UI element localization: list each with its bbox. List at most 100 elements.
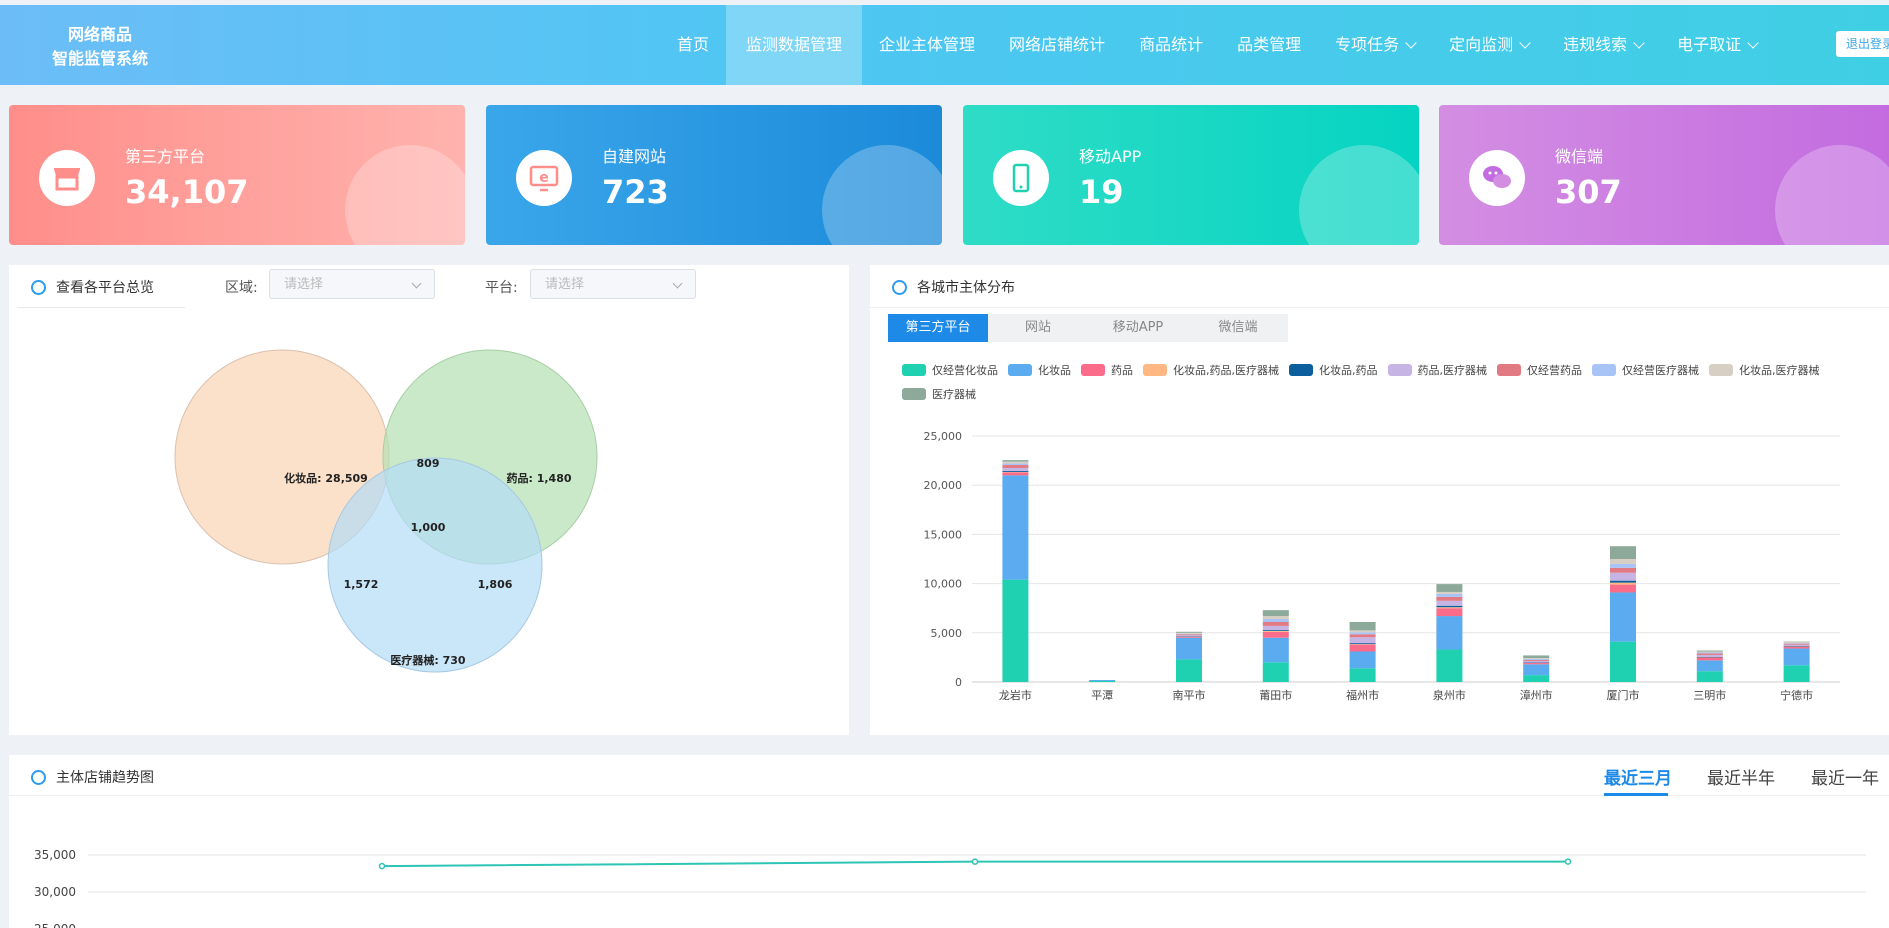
bar-segment[interactable] — [1783, 646, 1810, 647]
bar-segment[interactable] — [1002, 472, 1029, 476]
bar-segment[interactable] — [1783, 641, 1810, 643]
legend-item[interactable]: 化妆品,药品,医疗器械 — [1143, 362, 1279, 380]
bar-segment[interactable] — [1610, 580, 1636, 583]
bar-segment[interactable] — [1436, 593, 1463, 597]
bar-segment[interactable] — [1696, 654, 1723, 657]
bar-segment[interactable] — [1002, 471, 1029, 473]
bar-segment[interactable] — [1523, 658, 1550, 660]
bar-segment[interactable] — [1523, 675, 1550, 682]
bar-segment[interactable] — [1262, 616, 1289, 620]
nav-item-8[interactable]: 违规线索 — [1546, 5, 1660, 85]
bar-segment[interactable] — [1696, 650, 1723, 652]
bar-segment[interactable] — [1523, 660, 1550, 663]
bar-segment[interactable] — [1349, 630, 1376, 633]
bar-segment[interactable] — [1349, 644, 1376, 645]
legend-item[interactable]: 药品 — [1081, 362, 1133, 380]
bar-segment[interactable] — [1262, 662, 1289, 682]
bar-segment[interactable] — [1262, 631, 1289, 638]
bar-segment[interactable] — [1176, 632, 1202, 634]
bar-segment[interactable] — [1523, 655, 1550, 658]
bar-segment[interactable] — [1783, 643, 1810, 645]
bar-segment[interactable] — [1002, 475, 1029, 580]
bar-segment[interactable] — [1349, 632, 1376, 635]
bar-segment[interactable] — [1783, 642, 1810, 644]
bar-segment[interactable] — [1696, 651, 1723, 653]
bar-segment[interactable] — [1436, 591, 1463, 594]
bar-segment[interactable] — [1610, 572, 1636, 581]
nav-item-4[interactable]: 商品统计 — [1139, 35, 1204, 54]
bar-segment[interactable] — [1610, 582, 1636, 585]
bar-segment[interactable] — [1002, 460, 1029, 462]
bar-segment[interactable] — [1436, 584, 1463, 592]
bar-segment[interactable] — [1696, 656, 1723, 658]
bar-segment[interactable] — [1783, 646, 1810, 649]
bar-segment[interactable] — [1696, 657, 1723, 661]
bar-segment[interactable] — [1176, 631, 1202, 633]
bar-segment[interactable] — [1696, 660, 1723, 672]
tab-2[interactable]: 移动APP — [1088, 314, 1188, 342]
legend-item[interactable]: 仅经营化妆品 — [902, 362, 998, 380]
bar-segment[interactable] — [1262, 637, 1289, 663]
bar-segment[interactable] — [1610, 584, 1636, 593]
bar-segment[interactable] — [1696, 652, 1723, 654]
nav-item-3[interactable]: 网络店铺统计 — [1009, 35, 1106, 54]
bar-segment[interactable] — [1089, 681, 1116, 682]
bar-segment[interactable] — [1002, 470, 1029, 472]
legend-item[interactable]: 仅经营药品 — [1497, 362, 1582, 380]
bar-segment[interactable] — [1089, 680, 1116, 682]
bar-segment[interactable] — [1176, 659, 1202, 682]
bar-segment[interactable] — [1176, 636, 1202, 638]
bar-segment[interactable] — [1610, 559, 1636, 564]
nav-item-5[interactable]: 品类管理 — [1237, 35, 1302, 54]
bar-segment[interactable] — [1176, 633, 1202, 635]
bar-segment[interactable] — [1262, 625, 1289, 630]
nav-item-7[interactable]: 定向监测 — [1432, 5, 1546, 85]
bar-segment[interactable] — [1349, 651, 1376, 669]
bar-segment[interactable] — [1349, 621, 1376, 631]
card-third-party-platform[interactable]: 第三方平台 34,107 — [9, 105, 465, 245]
bar-segment[interactable] — [1262, 621, 1289, 626]
bar-segment[interactable] — [1002, 463, 1029, 466]
bar-segment[interactable] — [1610, 563, 1636, 568]
logout-button[interactable]: 退出登录 — [1836, 31, 1889, 57]
platform-select[interactable]: 请选择 — [530, 269, 696, 299]
bar-segment[interactable] — [1783, 643, 1810, 644]
legend-item[interactable]: 仅经营医疗器械 — [1592, 362, 1699, 380]
legend-item[interactable]: 医疗器械 — [902, 386, 976, 404]
region-select[interactable]: 请选择 — [269, 269, 435, 299]
bar-segment[interactable] — [1523, 662, 1550, 665]
bar-segment[interactable] — [1349, 637, 1376, 644]
bar-segment[interactable] — [1002, 579, 1029, 682]
range-last-half-year[interactable]: 最近半年 — [1707, 769, 1775, 789]
tab-0[interactable]: 第三方平台 — [888, 314, 988, 342]
bar-segment[interactable] — [1436, 605, 1463, 608]
legend-item[interactable]: 药品,医疗器械 — [1387, 362, 1487, 380]
legend-item[interactable]: 化妆品,药品 — [1289, 362, 1378, 380]
bar-segment[interactable] — [1262, 629, 1289, 631]
legend-item[interactable]: 化妆品 — [1008, 362, 1071, 380]
bar-segment[interactable] — [1436, 608, 1463, 617]
range-last-three-months[interactable]: 最近三月 — [1604, 769, 1672, 789]
nav-item-2[interactable]: 企业主体管理 — [879, 35, 976, 54]
bar-segment[interactable] — [1349, 634, 1376, 638]
bar-segment[interactable] — [1696, 653, 1723, 655]
bar-segment[interactable] — [1349, 668, 1376, 682]
bar-segment[interactable] — [1523, 664, 1550, 676]
nav-item-9[interactable]: 电子取证 — [1660, 5, 1774, 85]
bar-segment[interactable] — [1002, 465, 1029, 468]
bar-segment[interactable] — [1436, 600, 1463, 606]
trend-point[interactable] — [378, 862, 386, 870]
bar-segment[interactable] — [1262, 619, 1289, 622]
bar-segment[interactable] — [1523, 662, 1550, 663]
bar-segment[interactable] — [1523, 659, 1550, 661]
bar-segment[interactable] — [1002, 461, 1029, 464]
bar-segment[interactable] — [1783, 648, 1810, 666]
bar-segment[interactable] — [1176, 637, 1202, 660]
tab-1[interactable]: 网站 — [988, 314, 1088, 342]
card-mobile-app[interactable]: 移动APP 19 — [963, 105, 1419, 245]
legend-item[interactable]: 化妆品,医疗器械 — [1709, 362, 1820, 380]
bar-segment[interactable] — [1696, 671, 1723, 682]
bar-segment[interactable] — [1436, 596, 1463, 601]
bar-segment[interactable] — [1176, 634, 1202, 636]
bar-segment[interactable] — [1262, 610, 1289, 617]
